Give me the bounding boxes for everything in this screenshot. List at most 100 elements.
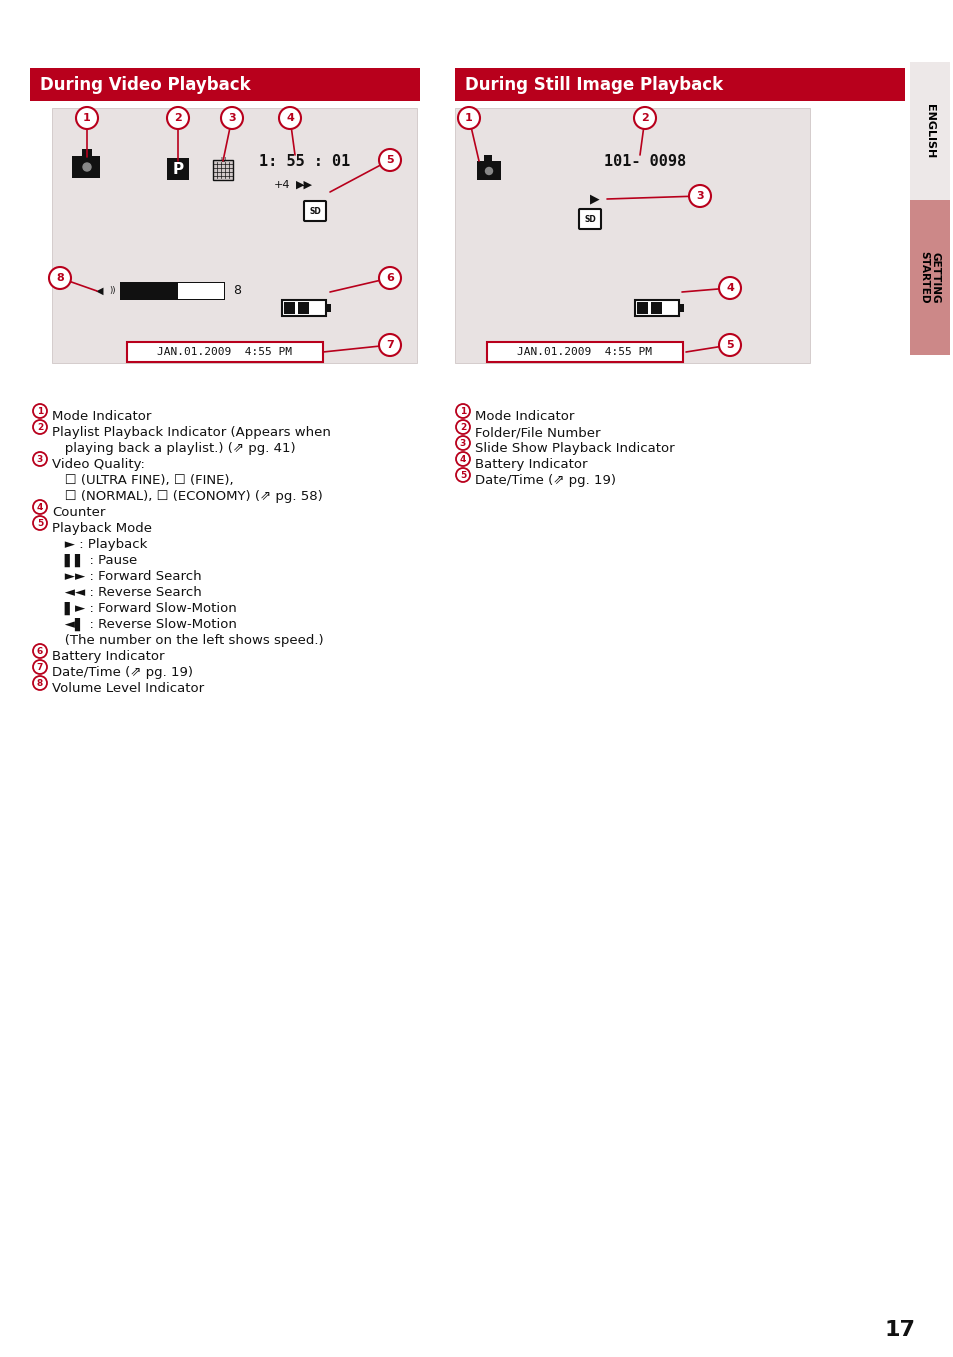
FancyBboxPatch shape <box>167 157 189 180</box>
FancyBboxPatch shape <box>178 284 224 299</box>
Circle shape <box>378 149 400 171</box>
FancyBboxPatch shape <box>326 304 331 312</box>
Circle shape <box>33 676 47 689</box>
FancyBboxPatch shape <box>476 161 500 180</box>
FancyBboxPatch shape <box>282 300 326 316</box>
FancyBboxPatch shape <box>635 300 679 316</box>
Circle shape <box>456 452 470 465</box>
Text: 4: 4 <box>725 284 733 293</box>
Text: 6: 6 <box>37 646 43 655</box>
FancyBboxPatch shape <box>82 149 91 157</box>
Circle shape <box>83 163 91 171</box>
FancyBboxPatch shape <box>213 160 233 180</box>
Text: Mode Indicator: Mode Indicator <box>52 410 152 423</box>
Circle shape <box>456 421 470 434</box>
Text: JAN.01.2009  4:55 PM: JAN.01.2009 4:55 PM <box>517 347 652 357</box>
Text: 4: 4 <box>286 113 294 123</box>
Circle shape <box>456 404 470 418</box>
Text: (The number on the left shows speed.): (The number on the left shows speed.) <box>52 634 323 647</box>
Text: ◀: ◀ <box>96 286 104 296</box>
Text: GETTING
STARTED: GETTING STARTED <box>919 251 940 304</box>
Text: 101- 0098: 101- 0098 <box>603 155 685 170</box>
FancyBboxPatch shape <box>679 304 683 312</box>
Text: 8: 8 <box>233 285 241 297</box>
Text: Volume Level Indicator: Volume Level Indicator <box>52 683 204 695</box>
Text: 3: 3 <box>228 113 235 123</box>
Circle shape <box>33 645 47 658</box>
FancyBboxPatch shape <box>486 342 682 362</box>
Circle shape <box>167 107 189 129</box>
Text: 1: 1 <box>465 113 473 123</box>
Text: Video Quality:: Video Quality: <box>52 459 145 471</box>
Text: Mode Indicator: Mode Indicator <box>475 410 574 423</box>
Text: 5: 5 <box>37 518 43 528</box>
FancyBboxPatch shape <box>304 201 326 221</box>
Text: 17: 17 <box>883 1320 915 1339</box>
FancyBboxPatch shape <box>71 156 100 178</box>
FancyBboxPatch shape <box>297 303 309 313</box>
FancyBboxPatch shape <box>455 68 904 100</box>
Text: Slide Show Playback Indicator: Slide Show Playback Indicator <box>475 442 674 455</box>
Circle shape <box>456 436 470 451</box>
Text: ► : Playback: ► : Playback <box>52 537 147 551</box>
Circle shape <box>49 267 71 289</box>
Text: 2: 2 <box>37 422 43 432</box>
FancyBboxPatch shape <box>909 62 949 199</box>
Text: Playback Mode: Playback Mode <box>52 522 152 535</box>
Text: 8: 8 <box>37 678 43 688</box>
FancyBboxPatch shape <box>637 303 647 313</box>
Circle shape <box>378 267 400 289</box>
Text: Counter: Counter <box>52 506 105 518</box>
Text: Battery Indicator: Battery Indicator <box>475 459 587 471</box>
Circle shape <box>378 334 400 356</box>
Circle shape <box>634 107 656 129</box>
Text: ☐ (ULTRA FINE), ☐ (FINE),: ☐ (ULTRA FINE), ☐ (FINE), <box>52 474 233 487</box>
Circle shape <box>33 660 47 674</box>
Text: ☐ (NORMAL), ☐ (ECONOMY) (⇗ pg. 58): ☐ (NORMAL), ☐ (ECONOMY) (⇗ pg. 58) <box>52 490 322 503</box>
Circle shape <box>76 107 98 129</box>
Text: 4: 4 <box>459 455 466 464</box>
Text: 3: 3 <box>37 455 43 464</box>
Text: 3: 3 <box>696 191 703 201</box>
Text: JAN.01.2009  4:55 PM: JAN.01.2009 4:55 PM <box>157 347 293 357</box>
FancyBboxPatch shape <box>120 282 225 300</box>
Circle shape <box>278 107 301 129</box>
Text: 7: 7 <box>386 341 394 350</box>
FancyBboxPatch shape <box>127 342 323 362</box>
Text: 1: 1 <box>83 113 91 123</box>
Text: 1: 55 : 01: 1: 55 : 01 <box>259 155 351 170</box>
Circle shape <box>33 404 47 418</box>
Circle shape <box>33 499 47 514</box>
Circle shape <box>221 107 243 129</box>
Text: 5: 5 <box>459 471 466 479</box>
Circle shape <box>719 334 740 356</box>
Text: U: U <box>220 157 225 163</box>
FancyBboxPatch shape <box>30 68 419 100</box>
Text: 1: 1 <box>459 407 466 415</box>
Text: Battery Indicator: Battery Indicator <box>52 650 164 664</box>
Text: During Video Playback: During Video Playback <box>40 76 251 94</box>
FancyBboxPatch shape <box>284 303 294 313</box>
Circle shape <box>457 107 479 129</box>
Text: 7: 7 <box>37 662 43 672</box>
Text: 3: 3 <box>459 438 466 448</box>
Text: SD: SD <box>309 206 320 216</box>
Text: 2: 2 <box>459 422 466 432</box>
Circle shape <box>80 160 94 174</box>
Circle shape <box>33 421 47 434</box>
Text: 4: 4 <box>37 502 43 512</box>
Text: 1: 1 <box>37 407 43 415</box>
Text: 5: 5 <box>725 341 733 350</box>
FancyBboxPatch shape <box>483 155 492 161</box>
Text: Folder/File Number: Folder/File Number <box>475 426 599 440</box>
Text: ENGLISH: ENGLISH <box>924 104 934 159</box>
Text: 6: 6 <box>386 273 394 284</box>
Text: ▶: ▶ <box>590 193 599 205</box>
Text: 2: 2 <box>174 113 182 123</box>
Text: +4: +4 <box>274 180 290 190</box>
Text: P: P <box>172 161 183 176</box>
Text: Date/Time (⇗ pg. 19): Date/Time (⇗ pg. 19) <box>475 474 616 487</box>
Text: )): )) <box>109 286 115 296</box>
Circle shape <box>688 185 710 208</box>
Text: ◄◄ : Reverse Search: ◄◄ : Reverse Search <box>52 586 201 598</box>
